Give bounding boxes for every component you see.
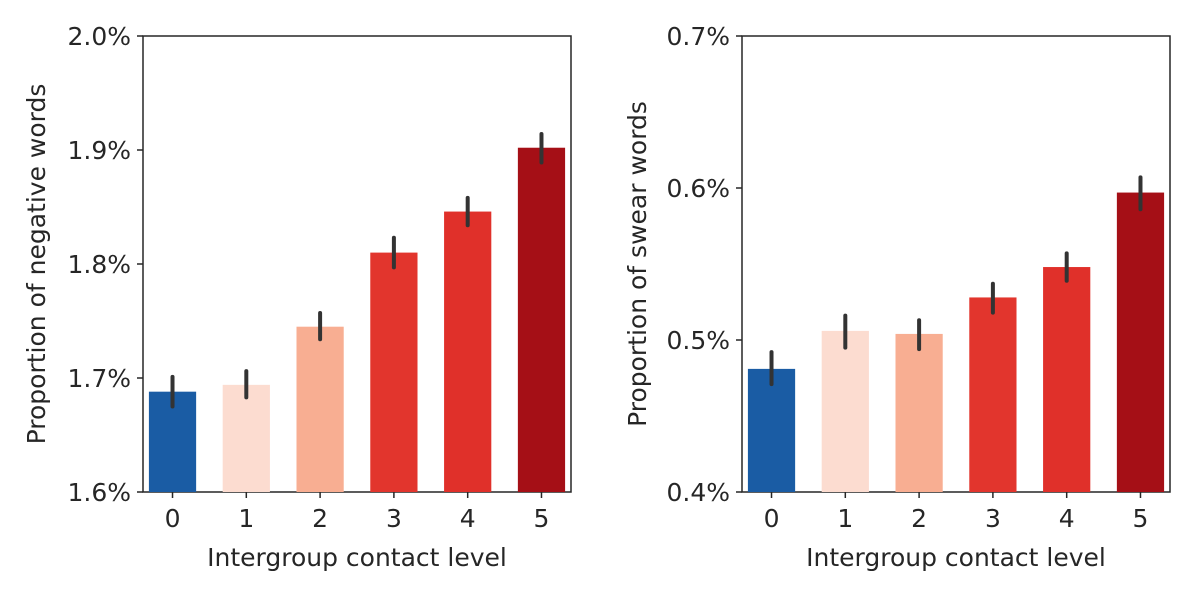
plot-frame — [741, 35, 1171, 493]
bar-3 — [370, 252, 418, 492]
bar-4 — [444, 211, 492, 492]
bar-5 — [517, 147, 566, 492]
x-tick-label: 0 — [764, 504, 780, 533]
y-ticks: 1.6% 1.7% 1.8% 1.9% 2.0% — [67, 22, 143, 507]
y-axis-label: Proportion of negative words — [22, 84, 51, 445]
x-tick-label: 5 — [1133, 504, 1149, 533]
y-tick-label: 0.5% — [666, 326, 730, 355]
chart-swear-words: 0.4% 0.5% 0.6% 0.7% 0 1 2 3 4 5 Intergroup conta… — [623, 22, 1171, 572]
y-tick-label: 0.7% — [666, 22, 730, 51]
y-tick-label: 0.6% — [666, 174, 730, 203]
x-axis-label: Intergroup contact level — [207, 543, 507, 572]
error-bars — [769, 175, 1143, 387]
y-tick-label: 1.6% — [67, 478, 131, 507]
y-tick-label: 2.0% — [67, 22, 131, 51]
bar-1 — [222, 384, 270, 492]
x-tick-label: 1 — [238, 504, 254, 533]
y-axis-label: Proportion of swear words — [623, 101, 652, 427]
y-ticks: 0.4% 0.5% 0.6% 0.7% — [666, 22, 742, 507]
x-tick-label: 2 — [911, 504, 927, 533]
bar-0 — [747, 368, 796, 492]
bar-4 — [1043, 267, 1091, 492]
bars — [747, 192, 1165, 492]
y-tick-label: 1.8% — [67, 250, 131, 279]
bars — [148, 147, 566, 492]
x-ticks: 0 1 2 3 4 5 — [764, 492, 1149, 533]
y-tick-label: 1.7% — [67, 364, 131, 393]
bar-2 — [895, 333, 943, 492]
x-tick-label: 0 — [165, 504, 181, 533]
bar-1 — [821, 330, 869, 492]
x-tick-label: 4 — [1059, 504, 1075, 533]
error-bars — [170, 132, 544, 409]
x-ticks: 0 1 2 3 4 5 — [165, 492, 550, 533]
x-tick-label: 5 — [534, 504, 550, 533]
x-tick-label: 1 — [837, 504, 853, 533]
plot-frame — [142, 35, 572, 493]
x-tick-label: 3 — [386, 504, 402, 533]
bar-2 — [296, 326, 344, 492]
x-axis-label: Intergroup contact level — [806, 543, 1106, 572]
y-tick-label: 0.4% — [666, 478, 730, 507]
x-tick-label: 2 — [312, 504, 328, 533]
bar-5 — [1116, 192, 1165, 492]
x-tick-label: 4 — [460, 504, 476, 533]
y-tick-label: 1.9% — [67, 136, 131, 165]
chart-negative-words: 1.6% 1.7% 1.8% 1.9% 2.0% 0 1 2 3 4 5 Intergroup c… — [22, 22, 572, 572]
bar-3 — [969, 297, 1017, 492]
x-tick-label: 3 — [985, 504, 1001, 533]
